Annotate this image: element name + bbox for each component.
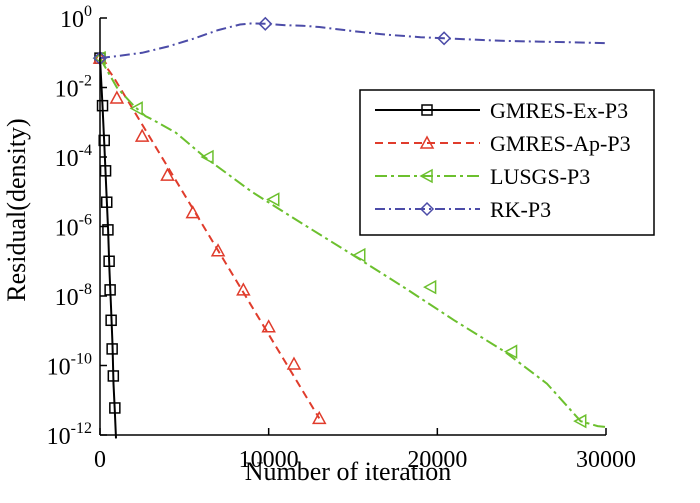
legend-label-rk-p3: RK-P3 [490,197,551,222]
legend-label-lusgs-p3: LUSGS-P3 [490,164,590,189]
data-point-lusgs-p3 [503,344,518,359]
data-point-gmres-ap-p3 [109,90,125,104]
legend: GMRES-Ex-P3 GMRES-Ap-P3 LUSGS-P3 RK-P3 [359,89,655,236]
y-tick-base: 10 [55,216,79,242]
x-tick-label: 10000 [239,447,299,473]
data-point-gmres-ex-p3 [105,314,117,327]
tick-layer: 0 10000 20000 3000010010-210-410-610-810-10… [47,3,636,473]
data-point-gmres-ex-p3 [98,134,110,147]
data-point-gmres-ex-p3 [106,343,118,355]
data-point-lusgs-p3 [200,149,214,165]
series-line-lusgs-p3 [99,57,607,428]
data-point-gmres-ex-p3 [100,196,113,208]
x-tick-label: 30000 [576,447,636,473]
y-tick-base: 10 [60,7,84,33]
data-point-gmres-ex-p3 [107,370,120,382]
y-tick-exponent: -2 [79,73,92,90]
y-tick-exponent: -8 [79,281,92,298]
y-tick-label: 100 [60,3,92,33]
x-tick-label: 0 [94,447,106,473]
data-point-gmres-ap-p3 [261,319,276,333]
legend-marker-rk-p3 [419,201,435,217]
data-point-gmres-ex-p3 [103,255,115,267]
y-axis-label: Residual(density) [2,118,31,301]
legend-label-gmres-ex-p3: GMRES-Ex-P3 [490,98,628,123]
y-tick-base: 10 [47,355,71,381]
data-point-lusgs-p3 [352,247,366,263]
y-tick-base: 10 [55,146,79,172]
data-point-gmres-ex-p3 [109,402,121,414]
data-point-gmres-ap-p3 [286,356,302,370]
series-line-gmres-ex-p3 [99,58,117,439]
data-point-lusgs-p3 [573,413,587,429]
y-tick-label: 10-4 [55,142,92,172]
data-point-gmres-ap-p3 [185,205,201,219]
x-tick-label: 20000 [407,447,467,473]
data-point-gmres-ap-p3 [134,128,150,142]
y-tick-base: 10 [55,285,79,311]
y-tick-exponent: -6 [79,212,92,229]
data-point-gmres-ap-p3 [312,410,327,425]
legend-box [359,89,655,236]
data-point-lusgs-p3 [423,279,437,295]
data-point-gmres-ap-p3 [236,282,251,296]
y-tick-base: 10 [55,77,79,103]
data-point-rk-p3 [437,31,452,46]
data-point-lusgs-p3 [266,192,280,207]
legend-marker-gmres-ap-p3 [419,135,435,149]
data-point-gmres-ex-p3 [104,284,116,296]
y-tick-label: 10-8 [55,281,92,311]
data-point-rk-p3 [258,16,273,31]
y-tick-label: 10-2 [55,73,92,103]
x-axis-label: Number of iteration [245,457,452,486]
y-tick-label: 10-6 [55,212,92,242]
data-point-gmres-ex-p3 [102,224,114,236]
y-tick-exponent: 0 [84,3,92,20]
y-tick-exponent: -10 [71,351,92,368]
legend-marker-gmres-ex-p3 [421,104,433,116]
legend-marker-lusgs-p3 [419,168,433,184]
y-tick-label: 10-10 [47,351,92,381]
y-tick-base: 10 [47,424,71,450]
y-tick-exponent: -12 [71,420,92,437]
data-point-gmres-ap-p3 [210,243,226,257]
legend-label-gmres-ap-p3: GMRES-Ap-P3 [490,131,631,156]
data-point-gmres-ap-p3 [160,167,175,181]
data-point-lusgs-p3 [129,101,143,116]
y-tick-exponent: -4 [79,142,92,159]
series-line-rk-p3 [99,22,607,60]
y-tick-label: 10-12 [47,420,92,450]
data-point-gmres-ex-p3 [96,99,109,112]
